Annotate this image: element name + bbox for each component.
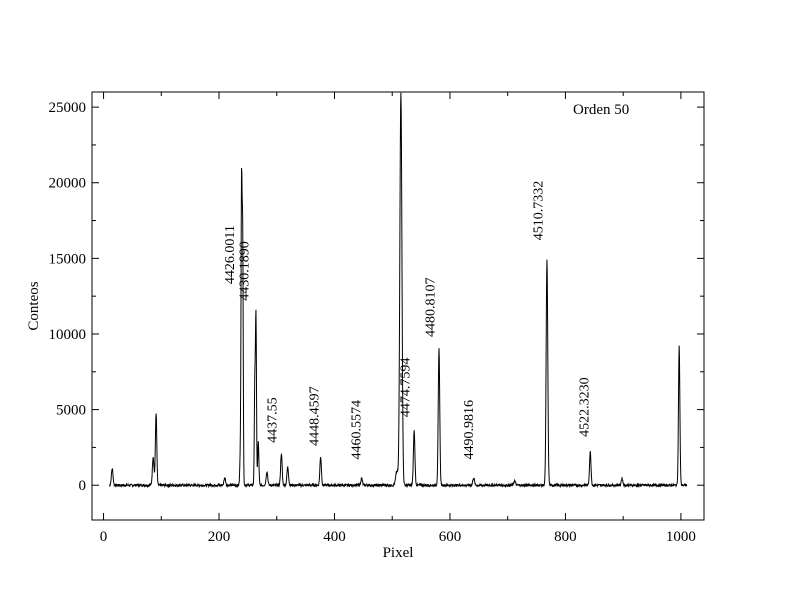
y-tick-label: 0 bbox=[79, 478, 87, 494]
x-tick-label: 800 bbox=[554, 529, 577, 545]
tick-labels: 0 200 400 600 800 100005000100001500020000250… bbox=[49, 100, 696, 545]
peak-wavelength-label: 4522.3230 bbox=[578, 377, 593, 437]
peak-wavelength-label: 4437.55 bbox=[266, 397, 281, 443]
peak-wavelength-label: 4448.4597 bbox=[307, 386, 322, 446]
y-tick-label: 25000 bbox=[49, 100, 87, 116]
peak-wavelength-label: 4490.9816 bbox=[462, 400, 477, 460]
axis-ticks bbox=[92, 92, 704, 520]
peak-annotations: 4426.0011 4430.1890 4437.55 4448.4597 4460.5… bbox=[223, 181, 592, 460]
x-axis-label: Pixel bbox=[383, 545, 414, 561]
x-tick-label: 0 bbox=[100, 529, 108, 545]
x-tick-label: 1000 bbox=[666, 529, 696, 545]
y-tick-label: 15000 bbox=[49, 251, 87, 267]
peak-wavelength-label: 4474.7594 bbox=[399, 358, 414, 418]
peak-wavelength-label: 4426.0011 bbox=[223, 225, 238, 284]
y-axis-label: Conteos bbox=[26, 281, 42, 330]
peak-wavelength-label: 4430.1890 bbox=[237, 241, 252, 301]
plot-frame bbox=[91, 91, 705, 521]
peak-wavelength-label: 4460.5574 bbox=[349, 400, 364, 460]
x-tick-label: 200 bbox=[208, 529, 231, 545]
series-layer bbox=[109, 92, 688, 489]
y-tick-label: 20000 bbox=[49, 176, 87, 192]
y-tick-label: 10000 bbox=[49, 327, 87, 343]
y-tick-label: 5000 bbox=[56, 403, 86, 419]
order-label: Orden 50 bbox=[573, 102, 629, 118]
peak-wavelength-label: 4480.8107 bbox=[423, 278, 438, 338]
spectrum-series-line bbox=[109, 92, 688, 489]
x-tick-label: 600 bbox=[439, 529, 462, 545]
x-tick-label: 400 bbox=[323, 529, 346, 545]
peak-wavelength-label: 4510.7332 bbox=[531, 181, 546, 241]
